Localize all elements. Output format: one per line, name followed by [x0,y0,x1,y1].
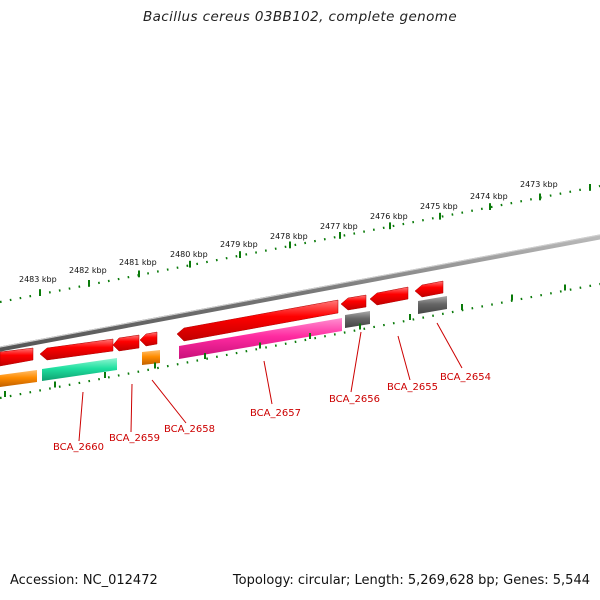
accession-text: Accession: NC_012472 [10,573,158,588]
genome-title: Bacillus cereus 03BB102, complete genome [142,9,458,25]
backbone-highlight [0,234,600,348]
gene-label-bca-2658[interactable]: BCA_2658 [164,424,215,435]
scale-labels: 2483 kbp 2482 kbp 2481 kbp 2480 kbp 2479… [19,180,558,284]
gene-arrow-bca-2658[interactable] [139,331,158,347]
scale-label-2483: 2483 kbp [19,275,57,284]
gene-label-bca-2655[interactable]: BCA_2655 [387,382,438,393]
gene-arrow-bca-2655[interactable] [369,286,409,306]
scale-label-2478: 2478 kbp [270,232,308,241]
gene-arrow-bca-2659[interactable] [112,334,140,352]
gene-arrow-bca-2656[interactable] [340,294,367,311]
gene-labels: BCA_2660 BCA_2659 BCA_2658 BCA_2657 BCA_… [53,372,491,453]
gene-track [0,280,444,367]
scale-label-2477: 2477 kbp [320,222,358,231]
gene-label-bca-2660[interactable]: BCA_2660 [53,442,104,453]
scale-label-2481: 2481 kbp [119,258,157,267]
genome-backbone [0,234,600,352]
scale-label-2473: 2473 kbp [520,180,558,189]
scale-label-2482: 2482 kbp [69,266,107,275]
feature-bar-orange[interactable] [142,350,160,365]
gene-label-bca-2659[interactable]: BCA_2659 [109,433,160,444]
feature-bar-grey-1[interactable] [345,311,370,328]
inner-major-ticks [4,284,566,397]
gene-arrow-bca-2654[interactable] [414,280,444,298]
gene-label-bca-2654[interactable]: BCA_2654 [440,372,491,383]
gene-label-bca-2656[interactable]: BCA_2656 [329,394,380,405]
feature-track [0,296,447,387]
scale-label-2475: 2475 kbp [420,202,458,211]
feature-bar-orange-left[interactable] [0,370,37,387]
feature-bar-grey-2[interactable] [418,296,447,314]
leader-lines [78,322,463,442]
scale-label-2479: 2479 kbp [220,240,258,249]
feature-bar-green[interactable] [42,358,117,381]
scale-label-2476: 2476 kbp [370,212,408,221]
genome-stats-text: Topology: circular; Length: 5,269,628 bp… [232,573,590,588]
outer-major-ticks [39,184,591,296]
scale-label-2474: 2474 kbp [470,192,508,201]
inner-scale-track [0,282,600,400]
gene-arrow-bca-2661[interactable] [0,347,34,367]
feature-bar-pink[interactable] [179,318,342,359]
gene-label-bca-2657[interactable]: BCA_2657 [250,408,301,419]
scale-label-2480: 2480 kbp [170,250,208,259]
gene-arrow-bca-2657[interactable] [176,299,339,342]
gene-arrow-bca-2660[interactable] [39,338,114,361]
